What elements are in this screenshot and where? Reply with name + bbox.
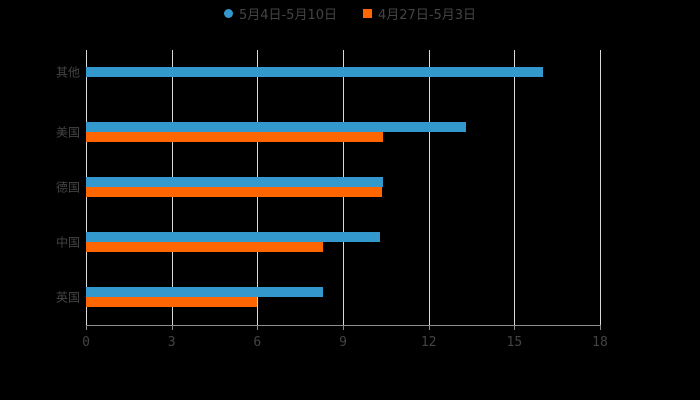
legend-label: 4月27日-5月3日 <box>378 4 476 23</box>
y-category-label: 其他 <box>30 64 80 81</box>
bar-previous-week[interactable] <box>86 242 323 252</box>
bar-current-week[interactable] <box>86 287 323 297</box>
bar-previous-week[interactable] <box>86 132 383 142</box>
legend-label: 5月4日-5月10日 <box>239 4 337 23</box>
bar-current-week[interactable] <box>86 67 543 77</box>
legend-circle-icon <box>224 9 233 18</box>
legend-item-week0[interactable]: 4月27日-5月3日 <box>363 4 476 23</box>
x-tick <box>429 325 430 330</box>
y-category-label: 中国 <box>30 234 80 251</box>
x-tick-label: 3 <box>168 335 176 350</box>
x-tick-label: 15 <box>507 335 523 350</box>
x-tick <box>600 325 601 330</box>
y-category-label: 德国 <box>30 179 80 196</box>
plot-area <box>86 50 600 325</box>
x-tick <box>514 325 515 330</box>
x-tick <box>172 325 173 330</box>
gridline <box>514 50 515 325</box>
x-tick <box>257 325 258 330</box>
y-category-label: 英国 <box>30 289 80 306</box>
legend: 5月4日-5月10日 4月27日-5月3日 <box>0 4 700 23</box>
x-tick-label: 9 <box>339 335 347 350</box>
gridline <box>600 50 601 325</box>
legend-item-week1[interactable]: 5月4日-5月10日 <box>224 4 337 23</box>
x-tick-label: 0 <box>82 335 90 350</box>
x-tick-label: 12 <box>421 335 437 350</box>
x-tick-label: 6 <box>253 335 261 350</box>
bar-current-week[interactable] <box>86 232 380 242</box>
x-tick <box>343 325 344 330</box>
bar-previous-week[interactable] <box>86 297 257 307</box>
legend-square-icon <box>363 9 372 18</box>
bar-current-week[interactable] <box>86 122 466 132</box>
gridline <box>429 50 430 325</box>
bar-previous-week[interactable] <box>86 187 382 197</box>
x-tick-label: 18 <box>592 335 608 350</box>
y-category-label: 美国 <box>30 124 80 141</box>
bar-current-week[interactable] <box>86 177 383 187</box>
x-tick <box>86 325 87 330</box>
